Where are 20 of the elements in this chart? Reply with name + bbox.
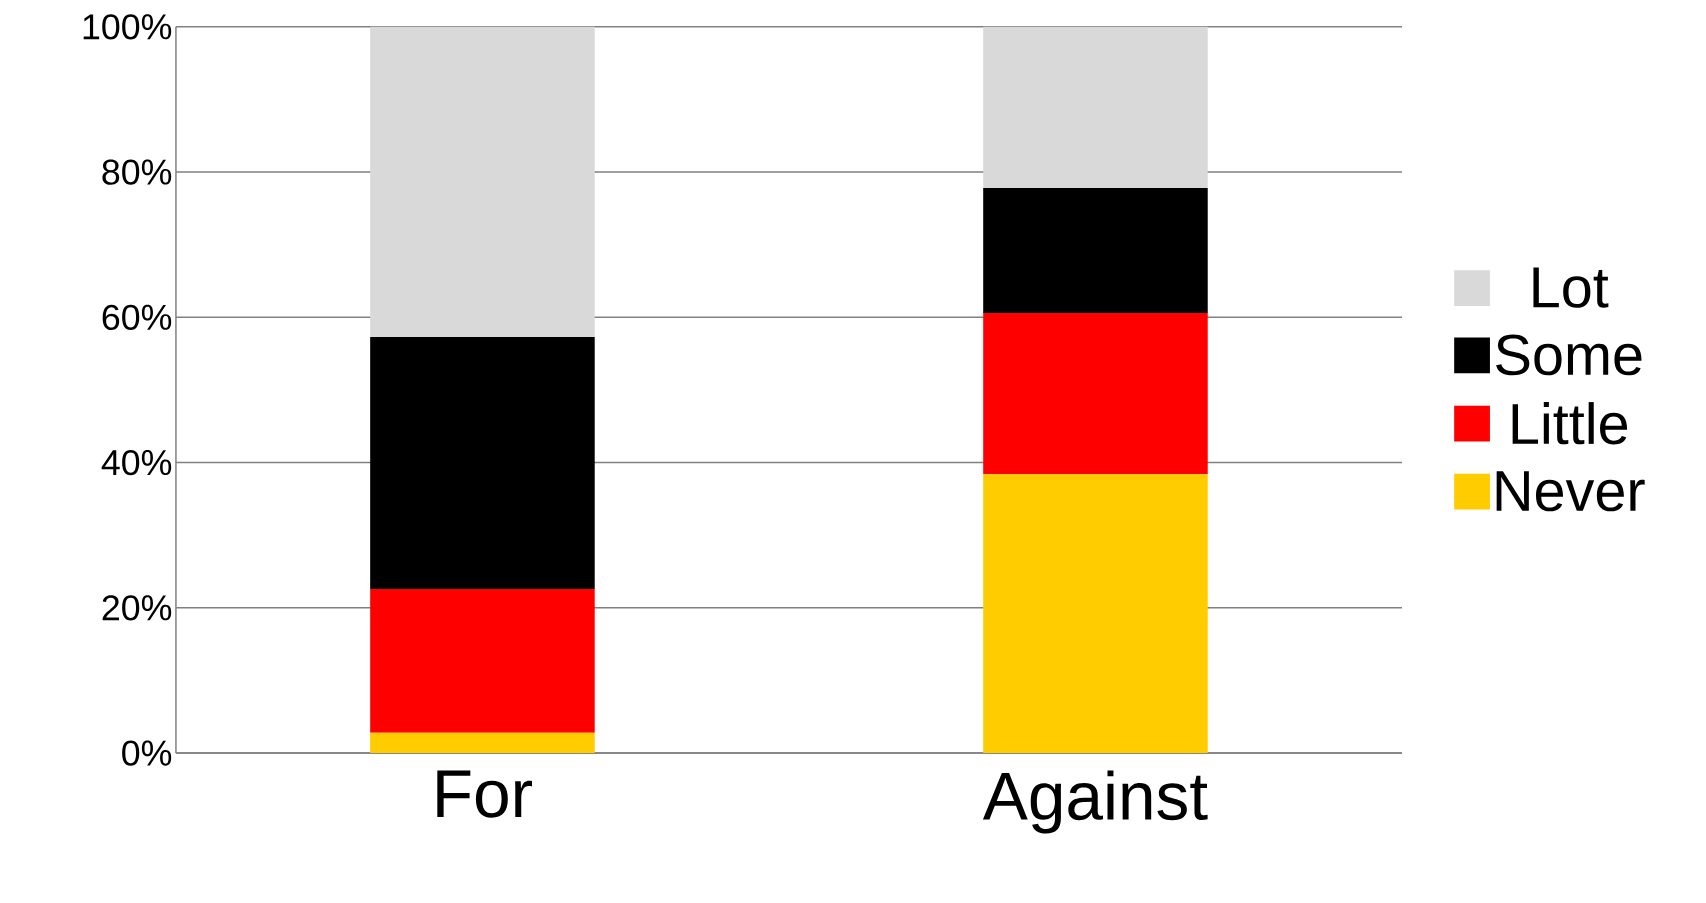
x-tick-label: Against: [982, 770, 1208, 834]
bar: [370, 336, 595, 589]
bar: [370, 588, 595, 733]
y-tick-label: 60%: [102, 304, 172, 330]
x-tick-label: For: [437, 770, 532, 818]
y-tick-label: 80%: [102, 159, 172, 185]
bar: [983, 187, 1208, 313]
y-tick-label: 100%: [83, 14, 172, 40]
bar: [370, 732, 595, 754]
legend-label: Lot: [1533, 267, 1609, 308]
bar: [983, 26, 1208, 188]
legend-label: Never: [1496, 471, 1645, 512]
y-tick-label: 40%: [101, 449, 172, 476]
bar: [983, 474, 1208, 754]
bar: [370, 26, 595, 337]
legend-label: Some: [1496, 334, 1642, 376]
y-tick-label: 20%: [102, 595, 172, 621]
y-tick-label: 0%: [122, 740, 172, 766]
legend-label: Little: [1512, 402, 1628, 445]
bar: [983, 312, 1208, 475]
